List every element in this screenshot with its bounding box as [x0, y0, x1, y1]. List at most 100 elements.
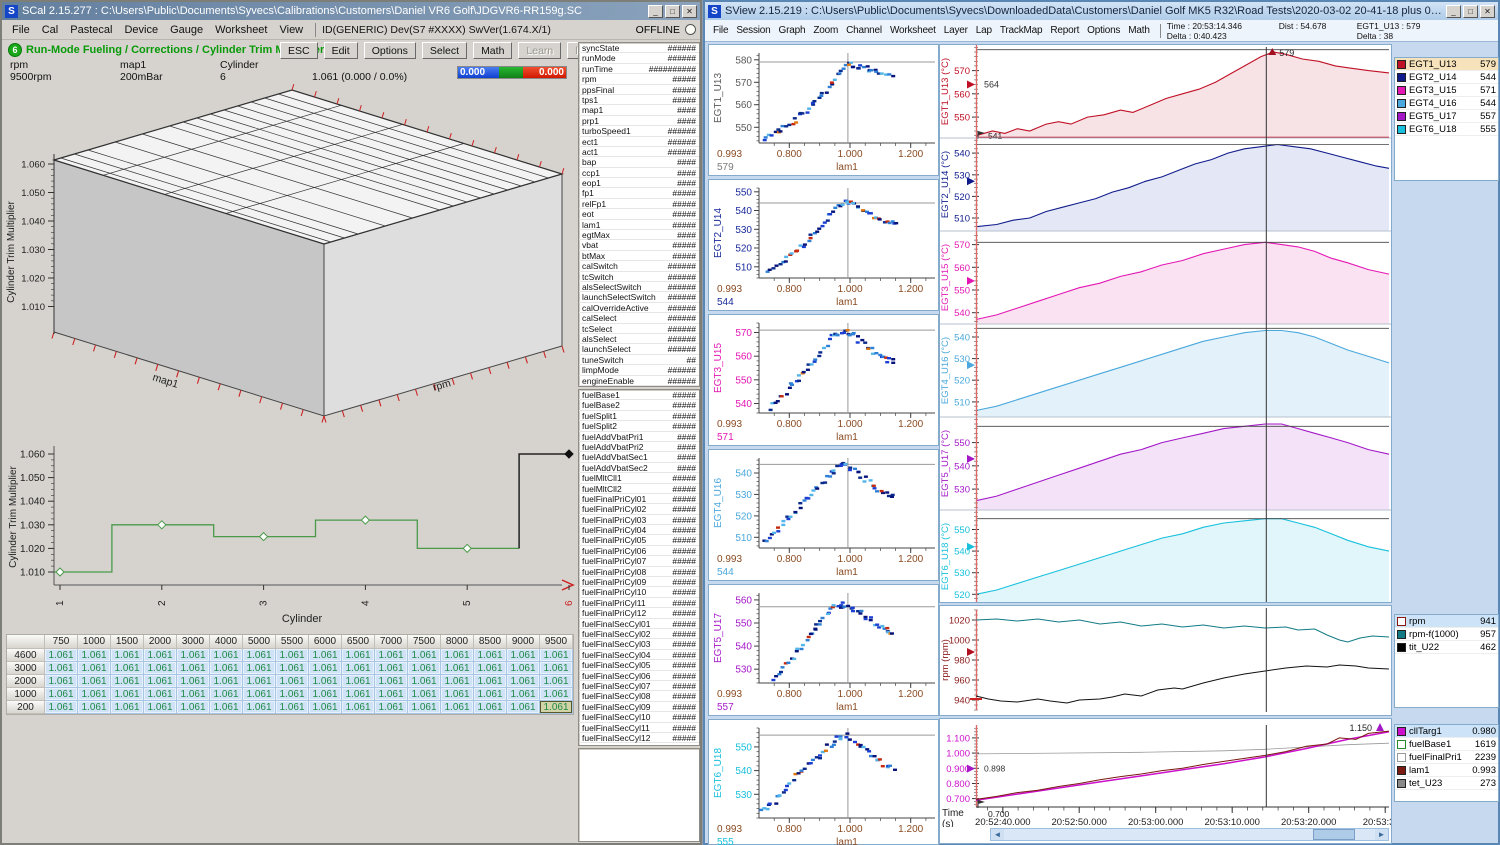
table-cell[interactable]: 1.061: [309, 688, 342, 701]
table-cell[interactable]: 1.061: [540, 688, 573, 701]
table-cell[interactable]: 1.061: [78, 662, 111, 675]
channel-row[interactable]: fuelFinalSecCyl09 #####: [579, 702, 699, 713]
channel-row[interactable]: eot #####: [579, 209, 699, 220]
channel-row[interactable]: bap ####: [579, 157, 699, 168]
legend-item-EGT6_U18[interactable]: EGT6_U18 555: [1395, 123, 1498, 136]
table-cell[interactable]: 1.061: [243, 688, 276, 701]
table-cell[interactable]: 1.061: [144, 701, 177, 714]
channel-row[interactable]: calSelect ######: [579, 313, 699, 324]
table-col-header[interactable]: 5000: [243, 635, 276, 649]
scal-button-edit[interactable]: Edit: [323, 42, 358, 59]
table-cell[interactable]: 1.061: [507, 662, 540, 675]
table-row-header[interactable]: 1000: [7, 688, 45, 701]
table-row-header[interactable]: 4600: [7, 649, 45, 662]
channel-row[interactable]: fuelSplit1 #####: [579, 411, 699, 422]
scal-button-select[interactable]: Select: [421, 42, 468, 59]
legend-item-cllTarg1[interactable]: cllTarg1 0.980: [1395, 725, 1498, 738]
channel-row[interactable]: relFp1 #####: [579, 199, 699, 210]
channel-row[interactable]: tps1 #####: [579, 95, 699, 106]
table-cell[interactable]: 1.061: [111, 688, 144, 701]
table-col-header[interactable]: 8500: [474, 635, 507, 649]
table-cell[interactable]: 1.061: [474, 649, 507, 662]
egt-time-charts[interactable]: 550 560 570 564 541 579 EGT1_U13 (°C) 510 520 530…: [939, 44, 1392, 604]
table-cell[interactable]: 1.061: [540, 675, 573, 688]
channel-row[interactable]: btMax #####: [579, 251, 699, 262]
sview-titlebar[interactable]: S SView 2.15.219 : C:\Users\Public\Docum…: [705, 2, 1498, 20]
table-cell[interactable]: 1.061: [474, 701, 507, 714]
table-col-header[interactable]: 7000: [375, 635, 408, 649]
table-cell[interactable]: 1.061: [45, 701, 78, 714]
legend-item-EGT5_U17[interactable]: EGT5_U17 557: [1395, 110, 1498, 123]
table-cell[interactable]: 1.061: [441, 675, 474, 688]
scal-button-options[interactable]: Options: [363, 42, 416, 59]
scal-menu-device[interactable]: Device: [124, 23, 159, 36]
table-cell[interactable]: 1.061: [342, 701, 375, 714]
table-row-header[interactable]: 2000: [7, 675, 45, 688]
channel-row[interactable]: act1 ######: [579, 147, 699, 158]
surface-3d-plot[interactable]: 1.060 1.050 1.040 1.030 1.020 1.010 Cylinder T…: [2, 82, 577, 432]
scal-menu-cal[interactable]: Cal: [41, 23, 59, 36]
table-cell[interactable]: 1.061: [309, 675, 342, 688]
cylinder-trim-step-chart[interactable]: 1.060 1.050 1.040 1.030 1.020 1.010 1 2 3 4 5 6 Cyli…: [2, 432, 577, 630]
scal-menu-view[interactable]: View: [279, 23, 304, 36]
table-cell[interactable]: 1.061: [375, 649, 408, 662]
table-cell[interactable]: 1.061: [210, 688, 243, 701]
table-cell[interactable]: 1.061: [177, 688, 210, 701]
channel-row[interactable]: fuelFinalSecCyl06 #####: [579, 671, 699, 681]
table-col-header[interactable]: 8000: [441, 635, 474, 649]
minimize-icon[interactable]: _: [648, 4, 663, 18]
channel-row[interactable]: fuelFinalSecCyl12 #####: [579, 733, 699, 744]
table-cell[interactable]: 1.061: [144, 649, 177, 662]
channel-row[interactable]: fuelFinalSecCyl02 #####: [579, 629, 699, 640]
channel-row[interactable]: fuelFinalPriCyl01 #####: [579, 494, 699, 505]
channel-row[interactable]: fuelFinalPriCyl12 #####: [579, 608, 699, 619]
table-cell[interactable]: 1.061: [540, 701, 573, 714]
table-col-header[interactable]: 4000: [210, 635, 243, 649]
channel-row[interactable]: fuelAddVbatSec1 ####: [579, 452, 699, 463]
scal-button-math[interactable]: Math: [473, 42, 513, 59]
dltarg-time-chart[interactable]: 0.700 0.800 0.900 1.000 1.100 0.898 1.150 0.700…: [939, 718, 1408, 844]
scrollbar-thumb[interactable]: [1313, 829, 1355, 840]
sview-menu-options[interactable]: Options: [1087, 25, 1121, 36]
close-icon[interactable]: ✕: [1480, 4, 1495, 18]
channel-list-runtime[interactable]: syncState ###### runMode ###### runTime #####…: [578, 42, 700, 387]
table-col-header[interactable]: 3000: [177, 635, 210, 649]
table-cell[interactable]: 1.061: [177, 675, 210, 688]
channel-row[interactable]: runTime ##########: [579, 64, 699, 75]
channel-row[interactable]: fuelMltCll1 #####: [579, 473, 699, 484]
scatter-EGT4_U16[interactable]: 510 520 530 540 0.800 1.000 1.200 0.993 544 lam1 E…: [708, 449, 939, 581]
scal-button-esc[interactable]: ESC: [280, 42, 318, 59]
table-cell[interactable]: 1.061: [210, 649, 243, 662]
table-cell[interactable]: 1.061: [408, 649, 441, 662]
close-icon[interactable]: ✕: [682, 4, 697, 18]
legend-item-tit_U22[interactable]: tit_U22 462: [1395, 641, 1498, 654]
table-cell[interactable]: 1.061: [474, 675, 507, 688]
channel-list-fuel[interactable]: fuelBase1 ##### fuelBase2 ##### fuelSplit1 ##…: [578, 389, 700, 746]
sview-menu-worksheet[interactable]: Worksheet: [889, 25, 936, 36]
table-cell[interactable]: 1.061: [111, 649, 144, 662]
table-cell[interactable]: 1.061: [342, 662, 375, 675]
channel-row[interactable]: fuelFinalPriCyl11 #####: [579, 598, 699, 609]
table-cell[interactable]: 1.061: [111, 701, 144, 714]
table-col-header[interactable]: 9000: [507, 635, 540, 649]
channel-row[interactable]: map1 ####: [579, 105, 699, 116]
legend-item-EGT2_U14[interactable]: EGT2_U14 544: [1395, 71, 1498, 84]
channel-row[interactable]: launchSelectSwitch ######: [579, 292, 699, 303]
scatter-EGT6_U18[interactable]: 530 540 550 0.800 1.000 1.200 0.993 555 lam1 EGT6…: [708, 719, 939, 845]
channel-row[interactable]: prp1 ####: [579, 116, 699, 127]
sview-menu-graph[interactable]: Graph: [778, 25, 806, 36]
channel-row[interactable]: fuelFinalPriCyl03 #####: [579, 515, 699, 526]
scroll-right-icon[interactable]: ►: [1375, 829, 1388, 840]
channel-row[interactable]: calSwitch ######: [579, 261, 699, 272]
scatter-EGT3_U15[interactable]: 540 550 560 570 0.800 1.000 1.200 0.993 571 lam1 E…: [708, 314, 939, 446]
channel-row[interactable]: syncState ######: [579, 43, 699, 54]
table-row-header[interactable]: 200: [7, 701, 45, 714]
channel-row[interactable]: fuelFinalPriCyl02 #####: [579, 504, 699, 515]
channel-row[interactable]: rpm #####: [579, 74, 699, 85]
channel-row[interactable]: fuelFinalPriCyl08 #####: [579, 567, 699, 578]
channel-row[interactable]: ect1 ######: [579, 137, 699, 147]
table-cell[interactable]: 1.061: [177, 662, 210, 675]
table-cell[interactable]: 1.061: [144, 688, 177, 701]
table-cell[interactable]: 1.061: [375, 688, 408, 701]
table-cell[interactable]: 1.061: [210, 701, 243, 714]
